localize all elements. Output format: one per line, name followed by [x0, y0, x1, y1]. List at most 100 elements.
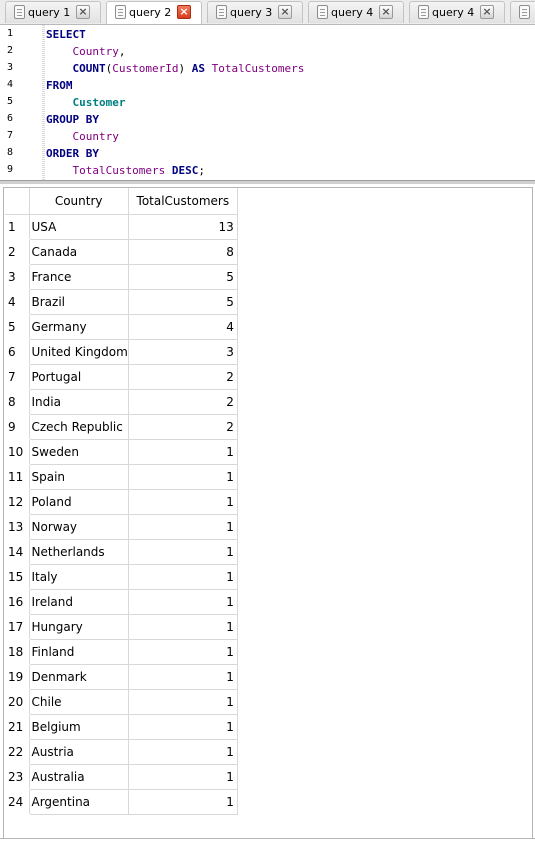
table-row[interactable]: 11 Spain 1 [5, 464, 238, 490]
close-icon[interactable]: × [76, 5, 90, 19]
cell-country[interactable]: Canada [29, 239, 129, 265]
cell-country[interactable]: Sweden [29, 439, 129, 465]
cell-totalcustomers[interactable]: 3 [128, 339, 238, 365]
tab-query-5[interactable]: query 4 × [409, 1, 505, 23]
cell-totalcustomers[interactable]: 1 [128, 439, 238, 465]
table-row[interactable]: 4 Brazil 5 [5, 289, 238, 315]
cell-totalcustomers[interactable]: 1 [128, 489, 238, 515]
row-number[interactable]: 20 [5, 689, 30, 715]
cell-country[interactable]: India [29, 389, 129, 415]
row-number[interactable]: 7 [5, 364, 30, 390]
cell-totalcustomers[interactable]: 8 [128, 239, 238, 265]
tab-overflow[interactable] [510, 1, 535, 23]
row-number[interactable]: 11 [5, 464, 30, 490]
cell-country[interactable]: United Kingdom [29, 339, 129, 365]
row-number[interactable]: 14 [5, 539, 30, 565]
cell-country[interactable]: Brazil [29, 289, 129, 315]
cell-country[interactable]: Hungary [29, 614, 129, 640]
cell-totalcustomers[interactable]: 1 [128, 664, 238, 690]
table-row[interactable]: 2 Canada 8 [5, 239, 238, 265]
table-row[interactable]: 19 Denmark 1 [5, 664, 238, 690]
code-line[interactable]: Country, [46, 43, 126, 60]
row-number[interactable]: 22 [5, 739, 30, 765]
cell-country[interactable]: Norway [29, 514, 129, 540]
cell-totalcustomers[interactable]: 2 [128, 389, 238, 415]
table-row[interactable]: 7 Portugal 2 [5, 364, 238, 390]
row-number[interactable]: 9 [5, 414, 30, 440]
cell-country[interactable]: Chile [29, 689, 129, 715]
table-row[interactable]: 1 USA 13 [5, 214, 238, 240]
cell-country[interactable]: Ireland [29, 589, 129, 615]
cell-totalcustomers[interactable]: 1 [128, 539, 238, 565]
table-row[interactable]: 8 India 2 [5, 389, 238, 415]
grid-corner[interactable] [5, 188, 30, 215]
cell-country[interactable]: Poland [29, 489, 129, 515]
tab-query-1[interactable]: query 1 × [5, 1, 101, 23]
table-row[interactable]: 17 Hungary 1 [5, 614, 238, 640]
cell-country[interactable]: Portugal [29, 364, 129, 390]
table-row[interactable]: 22 Austria 1 [5, 739, 238, 765]
close-icon[interactable]: × [480, 5, 494, 19]
row-number[interactable]: 5 [5, 314, 30, 340]
row-number[interactable]: 18 [5, 639, 30, 665]
cell-country[interactable]: Austria [29, 739, 129, 765]
cell-totalcustomers[interactable]: 1 [128, 764, 238, 790]
table-row[interactable]: 9 Czech Republic 2 [5, 414, 238, 440]
table-row[interactable]: 12 Poland 1 [5, 489, 238, 515]
cell-totalcustomers[interactable]: 4 [128, 314, 238, 340]
cell-totalcustomers[interactable]: 2 [128, 364, 238, 390]
code-line[interactable]: COUNT(CustomerId) AS TotalCustomers [46, 60, 305, 77]
cell-country[interactable]: Czech Republic [29, 414, 129, 440]
row-number[interactable]: 6 [5, 339, 30, 365]
cell-totalcustomers[interactable]: 5 [128, 289, 238, 315]
cell-country[interactable]: Belgium [29, 714, 129, 740]
code-line[interactable]: ORDER BY [46, 145, 99, 162]
cell-country[interactable]: Australia [29, 764, 129, 790]
table-row[interactable]: 5 Germany 4 [5, 314, 238, 340]
cell-totalcustomers[interactable]: 5 [128, 264, 238, 290]
cell-totalcustomers[interactable]: 1 [128, 514, 238, 540]
cell-country[interactable]: Italy [29, 564, 129, 590]
cell-country[interactable]: France [29, 264, 129, 290]
cell-totalcustomers[interactable]: 1 [128, 714, 238, 740]
tab-query-3[interactable]: query 3 × [207, 1, 303, 23]
table-row[interactable]: 3 France 5 [5, 264, 238, 290]
table-row[interactable]: 21 Belgium 1 [5, 714, 238, 740]
row-number[interactable]: 16 [5, 589, 30, 615]
cell-country[interactable]: Finland [29, 639, 129, 665]
table-row[interactable]: 6 United Kingdom 3 [5, 339, 238, 365]
cell-totalcustomers[interactable]: 1 [128, 564, 238, 590]
cell-totalcustomers[interactable]: 1 [128, 689, 238, 715]
cell-country[interactable]: Spain [29, 464, 129, 490]
close-icon[interactable]: × [379, 5, 393, 19]
code-line[interactable]: SELECT [46, 26, 86, 43]
code-line[interactable]: TotalCustomers DESC; [46, 162, 205, 179]
cell-country[interactable]: Netherlands [29, 539, 129, 565]
row-number[interactable]: 23 [5, 764, 30, 790]
code-line[interactable]: GROUP BY [46, 111, 99, 128]
table-row[interactable]: 16 Ireland 1 [5, 589, 238, 615]
cell-country[interactable]: USA [29, 214, 129, 240]
cell-totalcustomers[interactable]: 1 [128, 789, 238, 815]
table-row[interactable]: 24 Argentina 1 [5, 789, 238, 815]
row-number[interactable]: 21 [5, 714, 30, 740]
row-number[interactable]: 24 [5, 789, 30, 815]
cell-country[interactable]: Germany [29, 314, 129, 340]
table-row[interactable]: 20 Chile 1 [5, 689, 238, 715]
row-number[interactable]: 19 [5, 664, 30, 690]
results-grid[interactable]: Country TotalCustomers 1 USA 13 2 Canada 8 3 Fr… [5, 188, 238, 815]
code-line[interactable]: Country [46, 128, 119, 145]
row-number[interactable]: 3 [5, 264, 30, 290]
row-number[interactable]: 4 [5, 289, 30, 315]
row-number[interactable]: 17 [5, 614, 30, 640]
code-line[interactable]: Customer [46, 94, 126, 111]
cell-totalcustomers[interactable]: 1 [128, 639, 238, 665]
table-row[interactable]: 15 Italy 1 [5, 564, 238, 590]
cell-country[interactable]: Argentina [29, 789, 129, 815]
cell-country[interactable]: Denmark [29, 664, 129, 690]
table-row[interactable]: 14 Netherlands 1 [5, 539, 238, 565]
close-icon[interactable]: × [177, 5, 191, 19]
close-icon[interactable]: × [278, 5, 292, 19]
cell-totalcustomers[interactable]: 1 [128, 739, 238, 765]
